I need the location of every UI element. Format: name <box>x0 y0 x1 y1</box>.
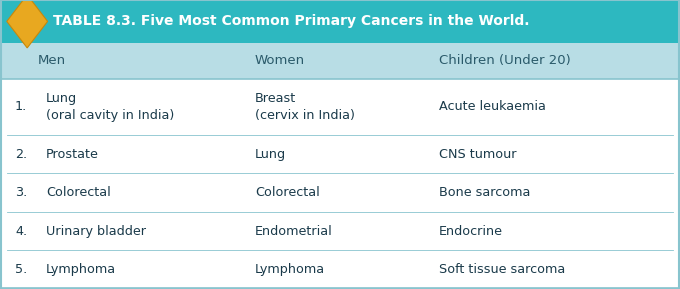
Text: Lymphoma: Lymphoma <box>255 263 325 276</box>
Text: Lymphoma: Lymphoma <box>46 263 116 276</box>
Text: Lung
(oral cavity in India): Lung (oral cavity in India) <box>46 92 175 122</box>
Text: 2.: 2. <box>15 147 27 160</box>
Text: Acute leukaemia: Acute leukaemia <box>439 100 545 113</box>
Text: 4.: 4. <box>15 225 27 238</box>
FancyBboxPatch shape <box>0 79 680 289</box>
Text: CNS tumour: CNS tumour <box>439 147 516 160</box>
Text: Colorectal: Colorectal <box>255 186 320 199</box>
Text: Women: Women <box>255 54 305 67</box>
Text: Soft tissue sarcoma: Soft tissue sarcoma <box>439 263 565 276</box>
FancyBboxPatch shape <box>0 0 680 43</box>
Text: 1.: 1. <box>15 100 27 113</box>
Text: Breast
(cervix in India): Breast (cervix in India) <box>255 92 355 122</box>
Text: Endometrial: Endometrial <box>255 225 333 238</box>
Text: Colorectal: Colorectal <box>46 186 111 199</box>
Polygon shape <box>7 0 48 48</box>
Text: Children (Under 20): Children (Under 20) <box>439 54 571 67</box>
Text: 5.: 5. <box>15 263 27 276</box>
Text: Endocrine: Endocrine <box>439 225 503 238</box>
Text: Prostate: Prostate <box>46 147 99 160</box>
Text: 3.: 3. <box>15 186 27 199</box>
FancyBboxPatch shape <box>0 43 680 79</box>
Text: Urinary bladder: Urinary bladder <box>46 225 146 238</box>
Text: Lung: Lung <box>255 147 286 160</box>
Text: Bone sarcoma: Bone sarcoma <box>439 186 530 199</box>
Text: Men: Men <box>37 54 65 67</box>
Text: TABLE 8.3. Five Most Common Primary Cancers in the World.: TABLE 8.3. Five Most Common Primary Canc… <box>53 14 530 28</box>
